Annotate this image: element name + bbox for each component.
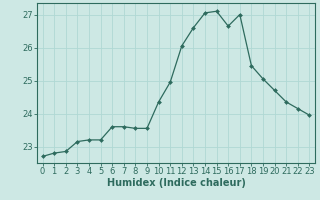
X-axis label: Humidex (Indice chaleur): Humidex (Indice chaleur)	[107, 178, 245, 188]
